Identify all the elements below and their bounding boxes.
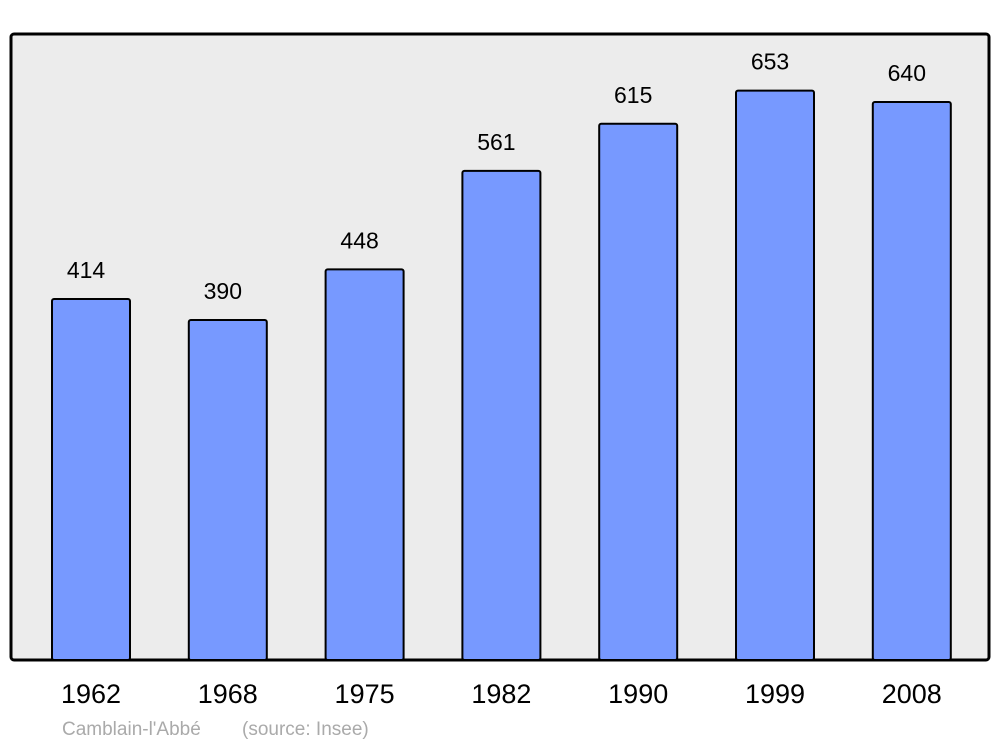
x-tick-label: 1999: [745, 679, 805, 709]
bar: [598, 122, 679, 661]
x-tick-label: 2008: [882, 679, 942, 709]
value-label: 615: [614, 82, 652, 108]
x-tick-label: 1962: [61, 679, 121, 709]
value-label: 561: [477, 129, 515, 155]
value-label: 640: [888, 60, 926, 86]
source: (source: Insee): [242, 719, 369, 740]
bar: [461, 169, 542, 662]
value-label: 414: [67, 257, 106, 283]
bar: [187, 318, 268, 661]
value-label: 390: [204, 278, 242, 304]
caption: Camblain-l'Abbé: [62, 719, 201, 740]
x-tick-label: 1990: [608, 679, 668, 709]
x-tick-label: 1975: [335, 679, 395, 709]
value-label: 448: [340, 227, 378, 253]
bar: [324, 268, 405, 661]
x-tick-label: 1982: [471, 679, 531, 709]
bar: [51, 298, 131, 661]
bar: [871, 101, 952, 662]
x-tick-label: 1968: [198, 679, 258, 709]
value-label: 653: [751, 49, 789, 75]
bar: [735, 89, 815, 661]
